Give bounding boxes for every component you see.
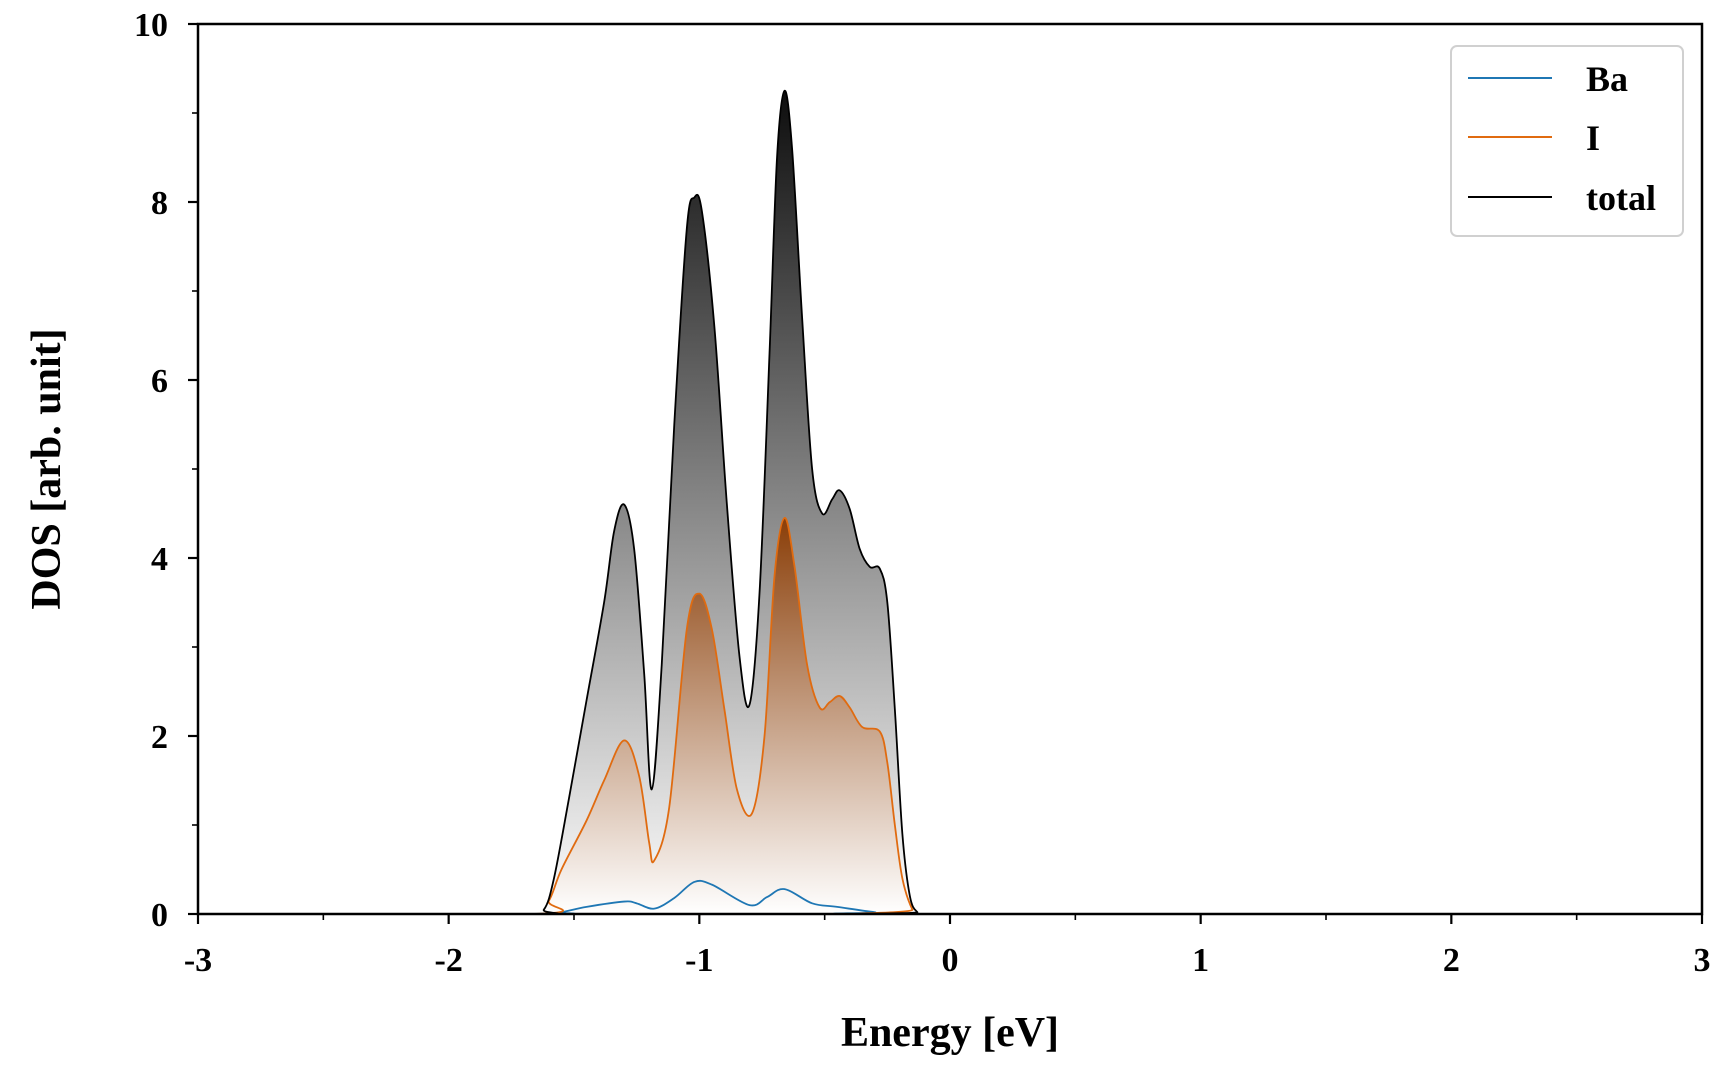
legend: Ba I total bbox=[1450, 45, 1684, 237]
y-axis-title: DOS [arb. unit] bbox=[24, 328, 70, 609]
y-tick-label: 0 bbox=[151, 897, 168, 934]
axis-ticks: -3 -2 -1 0 1 2 3 0 2 4 6 8 10 bbox=[134, 7, 1711, 979]
series-line-total bbox=[197, 89, 1702, 915]
y-tick-label: 10 bbox=[134, 7, 168, 44]
legend-label-i: I bbox=[1586, 118, 1600, 158]
legend-box bbox=[1450, 45, 1684, 237]
legend-label-total: total bbox=[1586, 178, 1656, 218]
y-tick-label: 6 bbox=[151, 363, 168, 400]
y-tick-label: 4 bbox=[151, 541, 168, 578]
x-tick-label: 2 bbox=[1443, 942, 1460, 979]
x-tick-label: -3 bbox=[184, 942, 212, 979]
x-tick-label: -2 bbox=[435, 942, 463, 979]
x-tick-label: 3 bbox=[1694, 942, 1711, 979]
x-tick-label: 1 bbox=[1192, 942, 1209, 979]
series-line-i bbox=[197, 517, 1702, 915]
y-tick-label: 8 bbox=[151, 185, 168, 222]
y-tick-label: 2 bbox=[151, 719, 168, 756]
legend-label-ba: Ba bbox=[1586, 59, 1628, 99]
i-area-fill bbox=[528, 517, 925, 914]
x-axis-title: Energy [eV] bbox=[841, 1010, 1059, 1056]
x-tick-label: 0 bbox=[942, 942, 959, 979]
x-tick-label: -1 bbox=[685, 942, 713, 979]
series-line-ba bbox=[197, 879, 1702, 915]
